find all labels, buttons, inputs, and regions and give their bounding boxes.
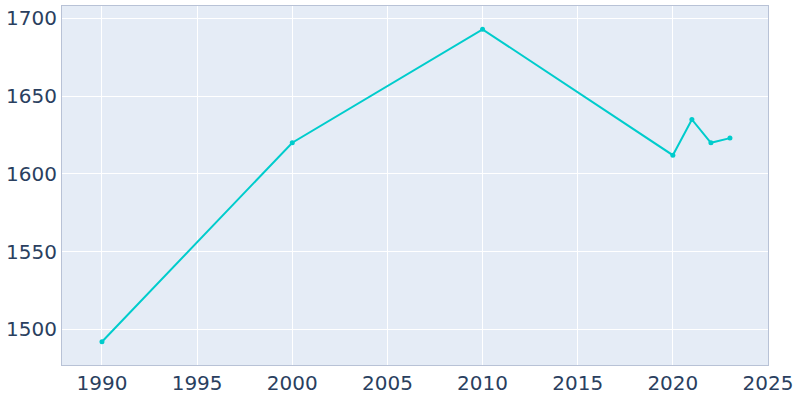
svg-text:1550: 1550 [6,240,57,264]
svg-text:1990: 1990 [77,371,128,395]
svg-text:2015: 2015 [552,371,603,395]
svg-text:1500: 1500 [6,317,57,341]
svg-text:1700: 1700 [6,6,57,30]
svg-text:1995: 1995 [172,371,223,395]
svg-text:1650: 1650 [6,84,57,108]
svg-text:2010: 2010 [457,371,508,395]
svg-text:2020: 2020 [647,371,698,395]
svg-text:1600: 1600 [6,162,57,186]
svg-text:2025: 2025 [743,371,794,395]
svg-text:2000: 2000 [267,371,318,395]
svg-text:2005: 2005 [362,371,413,395]
